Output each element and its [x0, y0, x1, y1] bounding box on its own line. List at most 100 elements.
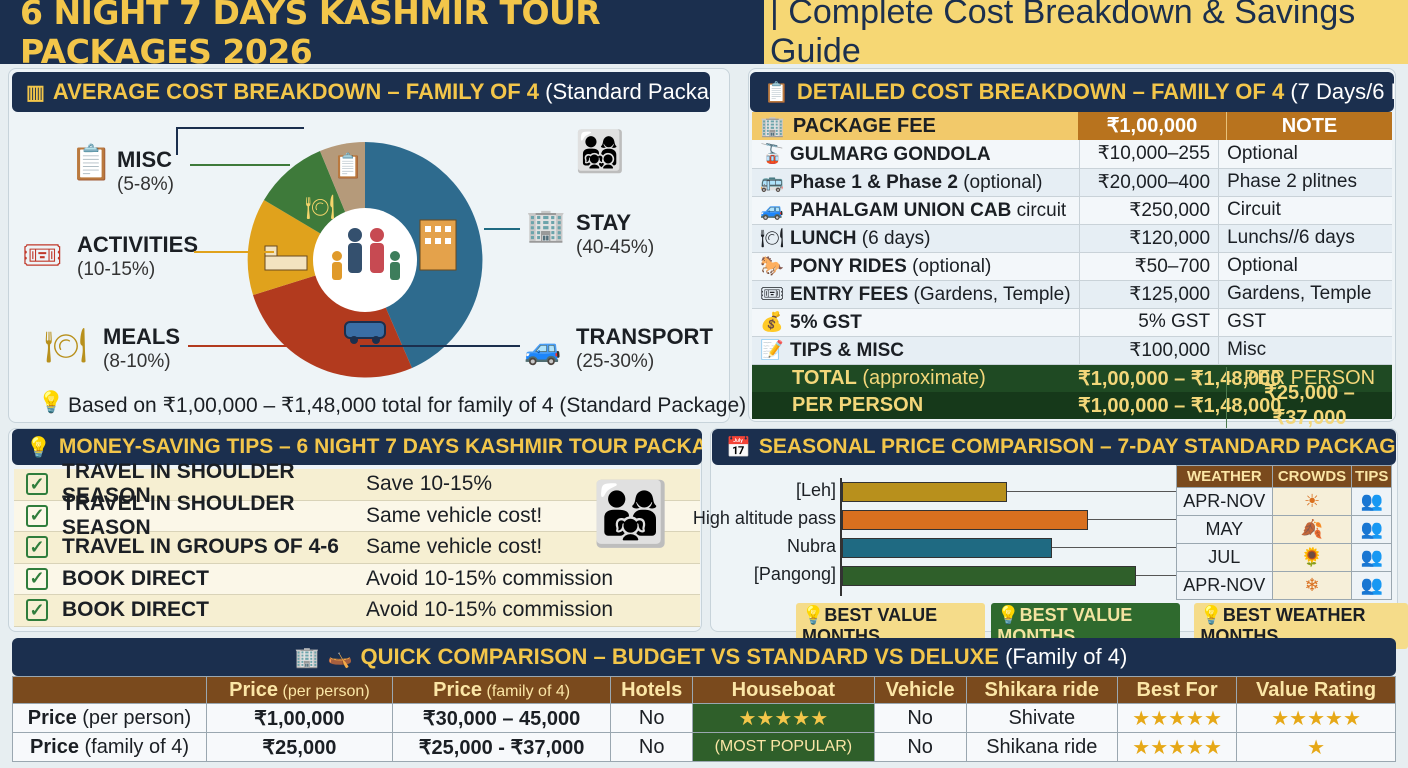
quick-row: Price (per person) ₹1,00,000 ₹30,000 – 45,…: [12, 703, 1396, 733]
people-icon: 👥: [1351, 571, 1392, 600]
meals-label: MEALS: [103, 324, 180, 349]
people-icon: 👥: [1351, 515, 1392, 544]
avg-note: Based on ₹1,00,000 – ₹1,48,000 total for…: [68, 394, 747, 417]
seasonal-bars: [Leh] High altitude pass Nubra [Pangong]: [693, 478, 1180, 598]
detail-total-row: TOTAL (approximate) ₹1,00,000 – ₹1,48,00…: [752, 364, 1392, 392]
detail-total-label: TOTAL (approximate): [792, 366, 986, 389]
quick-col-head: Price (family of 4): [391, 676, 612, 704]
season-row: APR-NOV ☀ 👥: [1176, 487, 1392, 516]
seasonal-header: 📅 SEASONAL PRICE COMPARISON – 7-DAY STAND…: [712, 429, 1396, 465]
best-for-stars: ★★★★★: [1117, 732, 1238, 762]
detail-total-value: ₹1,00,000 – ₹1,48,000: [1078, 367, 1282, 390]
pie-chart: 🍽 📋: [247, 142, 483, 378]
tip-detail: Avoid 10-15% commission: [366, 566, 614, 590]
checklist-icon: 📋: [333, 152, 363, 180]
quick-cell: No: [610, 732, 693, 762]
checkbox-icon: ✓: [26, 599, 48, 622]
detail-total-note: PER PERSON: [1226, 366, 1392, 390]
meals-arrow: [188, 345, 298, 347]
season-bar: [842, 566, 1136, 586]
page-subtitle: | Complete Cost Breakdown & Savings Guid…: [758, 0, 1408, 70]
detail-item: 🍽 LUNCH (6 days): [752, 224, 1080, 253]
building-icon: 🏢: [294, 646, 320, 669]
bar-label: [Pangong]: [753, 564, 836, 584]
detail-value: ₹50–700: [1078, 252, 1219, 281]
meals-pct: (8-10%): [103, 351, 171, 372]
page-title: 6 NIGHT 7 DAYS KASHMIR TOUR PACKAGES 202…: [0, 0, 758, 71]
activities-pct: (10-15%): [77, 259, 156, 280]
detail-item: 🚡 GULMARG GONDOLA: [752, 140, 1080, 169]
detail-item: 🚙 PAHALGAM UNION CAB circuit: [752, 196, 1080, 225]
quick-cell: ₹1,00,000: [206, 703, 393, 733]
checkbox-icon: ✓: [26, 567, 48, 590]
quick-cell: Shikana ride: [965, 732, 1119, 762]
quick-row-label: Price (family of 4): [12, 732, 207, 762]
quick-head-row: Price (per person) Price (family of 4) Hot…: [12, 676, 1396, 704]
stay-pct: (40-45%): [576, 237, 655, 258]
detail-head-note: NOTE: [1226, 112, 1392, 140]
horse-icon: 🐎: [760, 256, 784, 277]
detail-value: ₹10,000–255: [1078, 140, 1219, 169]
lightbulb-icon: 💡: [38, 391, 65, 414]
quick-col-head: Value Rating: [1236, 676, 1396, 704]
bar-label: [Leh]: [795, 480, 836, 500]
tip-detail: Same vehicle cost!: [366, 535, 543, 559]
season-row: APR-NOV ❄ 👥: [1176, 571, 1392, 600]
detail-per-note: ₹25,000 – ₹37,000: [1226, 380, 1392, 430]
detail-item-name: LUNCH: [790, 228, 857, 249]
detail-note: Lunchs//6 days: [1218, 224, 1392, 253]
quick-col-head: Price (per person): [206, 676, 393, 704]
lightbulb-icon: 💡: [1200, 605, 1223, 625]
misc-pct: (5-8%): [117, 174, 175, 195]
gondola-icon: 🚡: [760, 143, 784, 165]
transport-car-icon: 🚙: [524, 333, 562, 366]
detail-row: 🎟 ENTRY FEES (Gardens, Temple) ₹125,000 Gar…: [752, 280, 1392, 309]
houseboat-icon: 🛶: [327, 646, 353, 669]
detail-value: ₹20,000–400: [1078, 168, 1219, 197]
tip-row: ✓ BOOK DIRECT Avoid 10-15% commission: [14, 563, 700, 595]
lightbulb-icon: 💡: [26, 436, 51, 459]
quick-head-blank: [12, 676, 207, 704]
family-figures-icon: 👨‍👩‍👧‍👦: [575, 130, 625, 174]
detail-note: Misc: [1218, 336, 1392, 365]
misc-arrow: [190, 164, 290, 166]
tip-row: ✓ BOOK DIRECT Avoid 10-15% commission: [14, 595, 700, 627]
detail-item: 🚌 Phase 1 & Phase 2 (optional): [752, 168, 1080, 197]
detail-per-label: PER PERSON: [792, 393, 924, 416]
ticket-icon: 🎟: [22, 237, 63, 273]
quick-col-head: Best For: [1117, 676, 1238, 704]
building-icon: [419, 219, 457, 271]
detail-row: 💰 5% GST 5% GST GST: [752, 308, 1392, 337]
quick-cell: Shivate: [965, 703, 1119, 733]
season-col-head: CROWDS: [1271, 465, 1353, 488]
detail-item: 🎟 ENTRY FEES (Gardens, Temple): [752, 280, 1080, 309]
notepad-icon: 📝: [760, 340, 784, 361]
quick-row: Price (family of 4) ₹25,000 ₹25,000 - ₹37,…: [12, 732, 1396, 762]
activities-arrow: [194, 251, 274, 253]
clipboard-icon: 📋: [764, 81, 789, 104]
activities-label: ACTIVITIES: [77, 232, 199, 257]
detail-item-note: (optional): [957, 172, 1043, 193]
quick-header: 🏢 🛶 QUICK COMPARISON – BUDGET VS STANDARD…: [12, 638, 1396, 676]
checkbox-icon: ✓: [26, 504, 48, 527]
transport-arrow: [360, 345, 520, 347]
detail-item-name: ENTRY FEES: [790, 284, 909, 305]
meal-plate-icon: 🍽: [44, 327, 88, 365]
quick-col-head: Shikara ride: [965, 676, 1119, 704]
group-people-icon: 👨‍👩‍👧: [592, 480, 670, 549]
detail-note: Optional: [1218, 252, 1392, 281]
quick-col-head: Houseboat: [691, 676, 875, 704]
bar-label: Nubra: [786, 536, 836, 556]
building-icon: 🏢: [760, 115, 785, 138]
season-weather: APR-NOV: [1176, 487, 1273, 516]
detail-value: ₹125,000: [1078, 280, 1219, 309]
detail-row: 🐎 PONY RIDES (optional) ₹50–700 Optional: [752, 252, 1392, 281]
season-weather: APR-NOV: [1176, 571, 1273, 600]
sunflower-icon: 🌻: [1271, 543, 1353, 572]
detail-note: Circuit: [1218, 196, 1392, 225]
detail-row: 🚡 GULMARG GONDOLA ₹10,000–255 Optional: [752, 140, 1392, 169]
pie-center: [313, 208, 417, 312]
season-bar: [842, 482, 1007, 502]
quick-cell: No: [873, 703, 967, 733]
detail-note: Gardens, Temple: [1218, 280, 1392, 309]
